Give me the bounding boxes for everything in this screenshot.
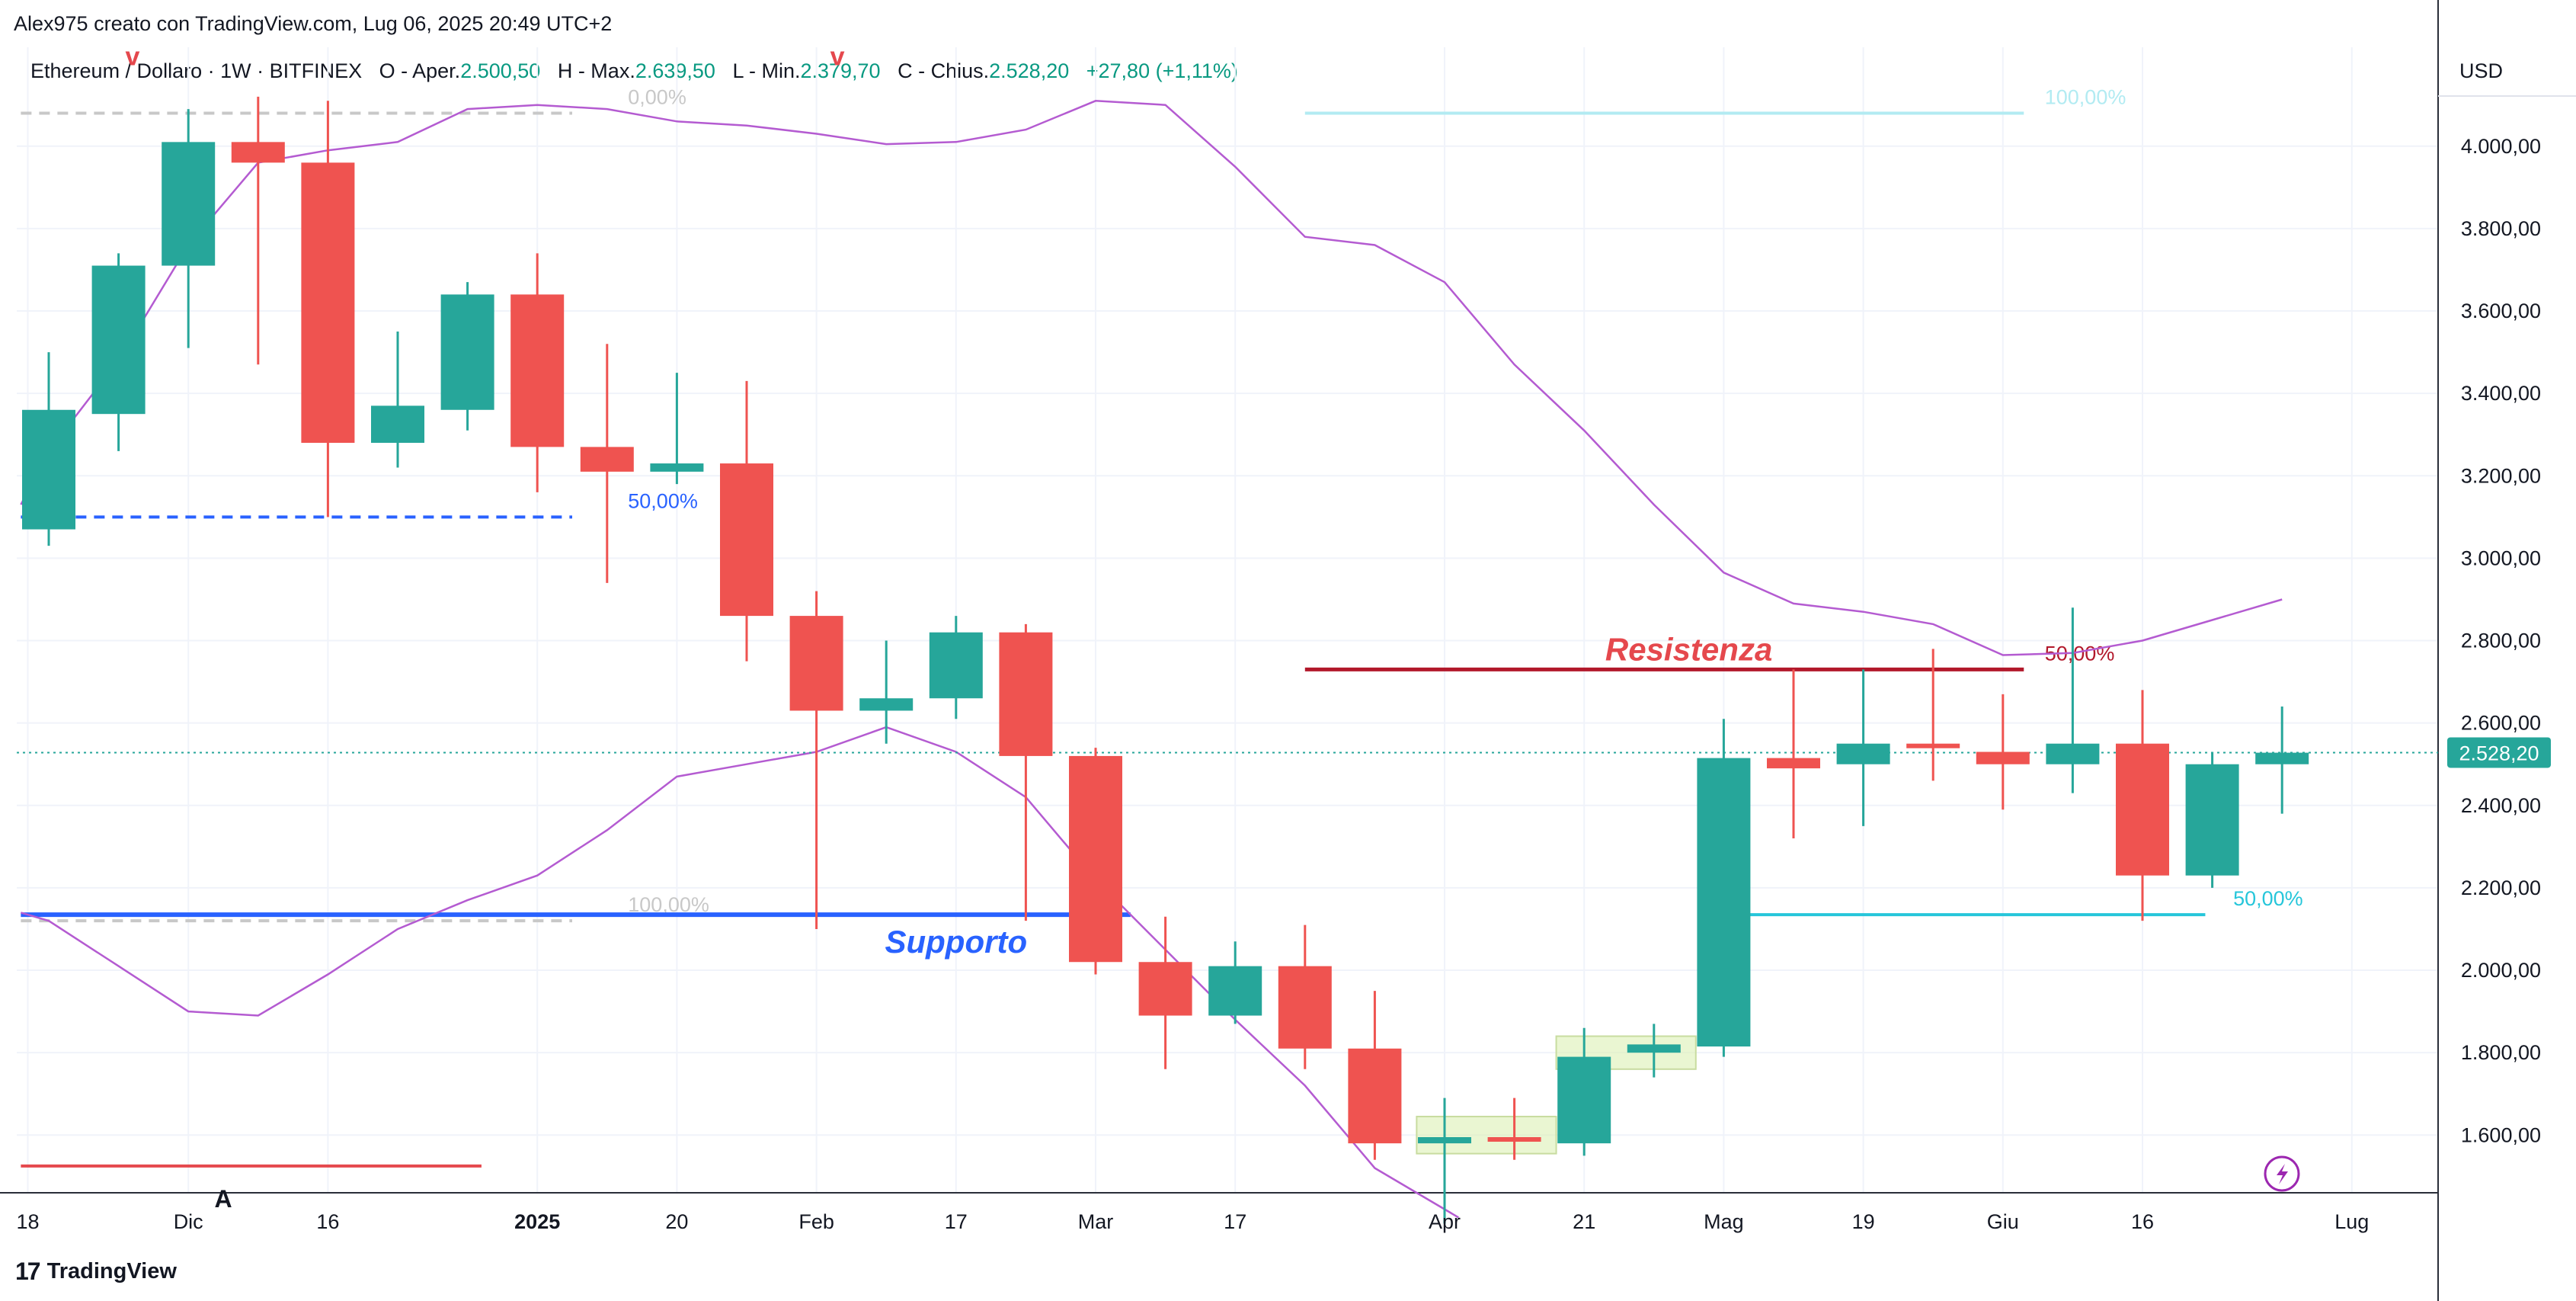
brand-name: TradingView: [46, 1259, 177, 1283]
candle-body: [999, 632, 1053, 756]
candle-body: [1348, 1048, 1402, 1144]
candle-body: [1418, 1137, 1471, 1144]
price-tick-label: 4.000,00: [2461, 135, 2541, 158]
low-value: 2.379,70: [800, 59, 881, 82]
candle-body: [22, 409, 75, 530]
price-tick-label: 2.200,00: [2461, 876, 2541, 899]
price-tick-label: 2.800,00: [2461, 630, 2541, 652]
resistance-label: Resistenza: [1605, 631, 1772, 667]
chart-attribution: Alex975 creato con TradingView.com, Lug …: [14, 12, 613, 35]
open-label: O - Aper.: [379, 59, 461, 82]
price-tick-label: 2.400,00: [2461, 794, 2541, 817]
price-tick-label: 3.600,00: [2461, 300, 2541, 322]
price-tick-label: 1.800,00: [2461, 1041, 2541, 1064]
candle-body: [371, 405, 424, 444]
candle-body: [2116, 743, 2169, 876]
price-tick-label: 1.600,00: [2461, 1123, 2541, 1146]
candle-body: [2046, 743, 2100, 764]
support-label: Supporto: [885, 924, 1027, 960]
time-tick-label: 16: [316, 1210, 339, 1233]
price-tick-label: 3.800,00: [2461, 217, 2541, 240]
open-value: 2.500,50: [460, 59, 541, 82]
candle-body: [1976, 751, 2030, 764]
time-tick-label: 16: [2131, 1210, 2154, 1233]
chart-marker-0: v: [125, 42, 139, 71]
candle-body: [1278, 966, 1332, 1049]
time-tick-label: Giu: [1987, 1210, 2019, 1233]
chart-marker-1: v: [830, 42, 845, 71]
candle-body: [162, 142, 216, 266]
indicator-lower-line: [21, 726, 1459, 1219]
candle-body: [1627, 1044, 1681, 1053]
brand-footer[interactable]: 17 TradingView: [15, 1258, 177, 1286]
currency-label[interactable]: USD: [2459, 59, 2504, 82]
candle-body: [301, 162, 355, 444]
lightning-bolt-icon: [2277, 1164, 2288, 1184]
highlight-box-0: [1416, 1115, 1557, 1155]
candle-body: [2185, 764, 2239, 876]
price-tick-label: 2.000,00: [2461, 959, 2541, 982]
candle-body: [1906, 743, 1960, 748]
close-value: 2.528,20: [989, 59, 1070, 82]
price-tick-label: 3.400,00: [2461, 382, 2541, 405]
symbol-label[interactable]: Ethereum / Dollaro · 1W · BITFINEX: [30, 59, 363, 82]
time-tick-label: Mag: [1704, 1210, 1744, 1233]
candle-body: [1138, 962, 1192, 1016]
price-tick-label: 3.200,00: [2461, 464, 2541, 487]
tradingview-logo-icon: 17: [15, 1258, 41, 1285]
candle-body: [510, 294, 565, 447]
time-tick-label: 20: [665, 1210, 688, 1233]
candle-body: [231, 142, 285, 163]
time-tick-label: Feb: [798, 1210, 834, 1233]
candle-body: [1557, 1056, 1611, 1144]
time-tick-label: Lug: [2334, 1210, 2369, 1233]
time-tick-label: Mar: [1078, 1210, 1114, 1233]
candle-body: [720, 463, 773, 617]
time-tick-label: 19: [1852, 1210, 1875, 1233]
candle-body: [859, 698, 914, 711]
candle-body: [580, 447, 634, 472]
candle-body: [1697, 758, 1751, 1047]
time-tick-label: 2025: [514, 1210, 560, 1233]
candle-body: [789, 616, 843, 711]
fib-level-label-3: 100,00%: [2045, 86, 2126, 109]
high-label: H - Max.: [557, 59, 635, 82]
indicator-upper-line: [20, 100, 2283, 656]
change-value: +27,80 (+1,11%): [1086, 59, 1238, 82]
time-tick-label: Dic: [174, 1210, 203, 1233]
time-tick-label: Apr: [1429, 1210, 1461, 1233]
time-tick-label: 17: [1224, 1210, 1246, 1233]
candle-body: [440, 294, 494, 410]
candle-body: [91, 265, 146, 415]
replay-lightning-icon: [2264, 1155, 2300, 1192]
candle-body: [1069, 755, 1122, 963]
candle-body: [1208, 966, 1262, 1016]
low-label: L - Min.: [732, 59, 801, 82]
time-tick-label: 21: [1573, 1210, 1595, 1233]
current-price-badge: [2447, 737, 2551, 768]
candle-body: [650, 463, 704, 472]
fib-level-label-1: 50,00%: [628, 489, 698, 512]
current-price-badge-label: 2.528,20: [2459, 742, 2539, 764]
price-tick-label: 3.000,00: [2461, 546, 2541, 569]
candle-body: [1487, 1137, 1541, 1142]
fib-level-label-0: 0,00%: [628, 86, 686, 109]
close-label: C - Chius.: [898, 59, 990, 82]
candle-body: [2255, 752, 2309, 764]
high-value: 2.639,50: [635, 59, 715, 82]
candle-body: [1767, 758, 1820, 769]
chart-marker-2: A: [214, 1185, 232, 1213]
price-tick-label: 2.600,00: [2461, 712, 2541, 735]
time-tick-label: 18: [16, 1210, 39, 1233]
candle-body: [929, 632, 983, 699]
fib-level-label-5: 50,00%: [2233, 887, 2303, 910]
time-tick-label: 17: [945, 1210, 968, 1233]
ohlc-legend: Ethereum / Dollaro · 1W · BITFINEX O - A…: [30, 59, 1238, 83]
candle-body: [1836, 743, 1890, 764]
